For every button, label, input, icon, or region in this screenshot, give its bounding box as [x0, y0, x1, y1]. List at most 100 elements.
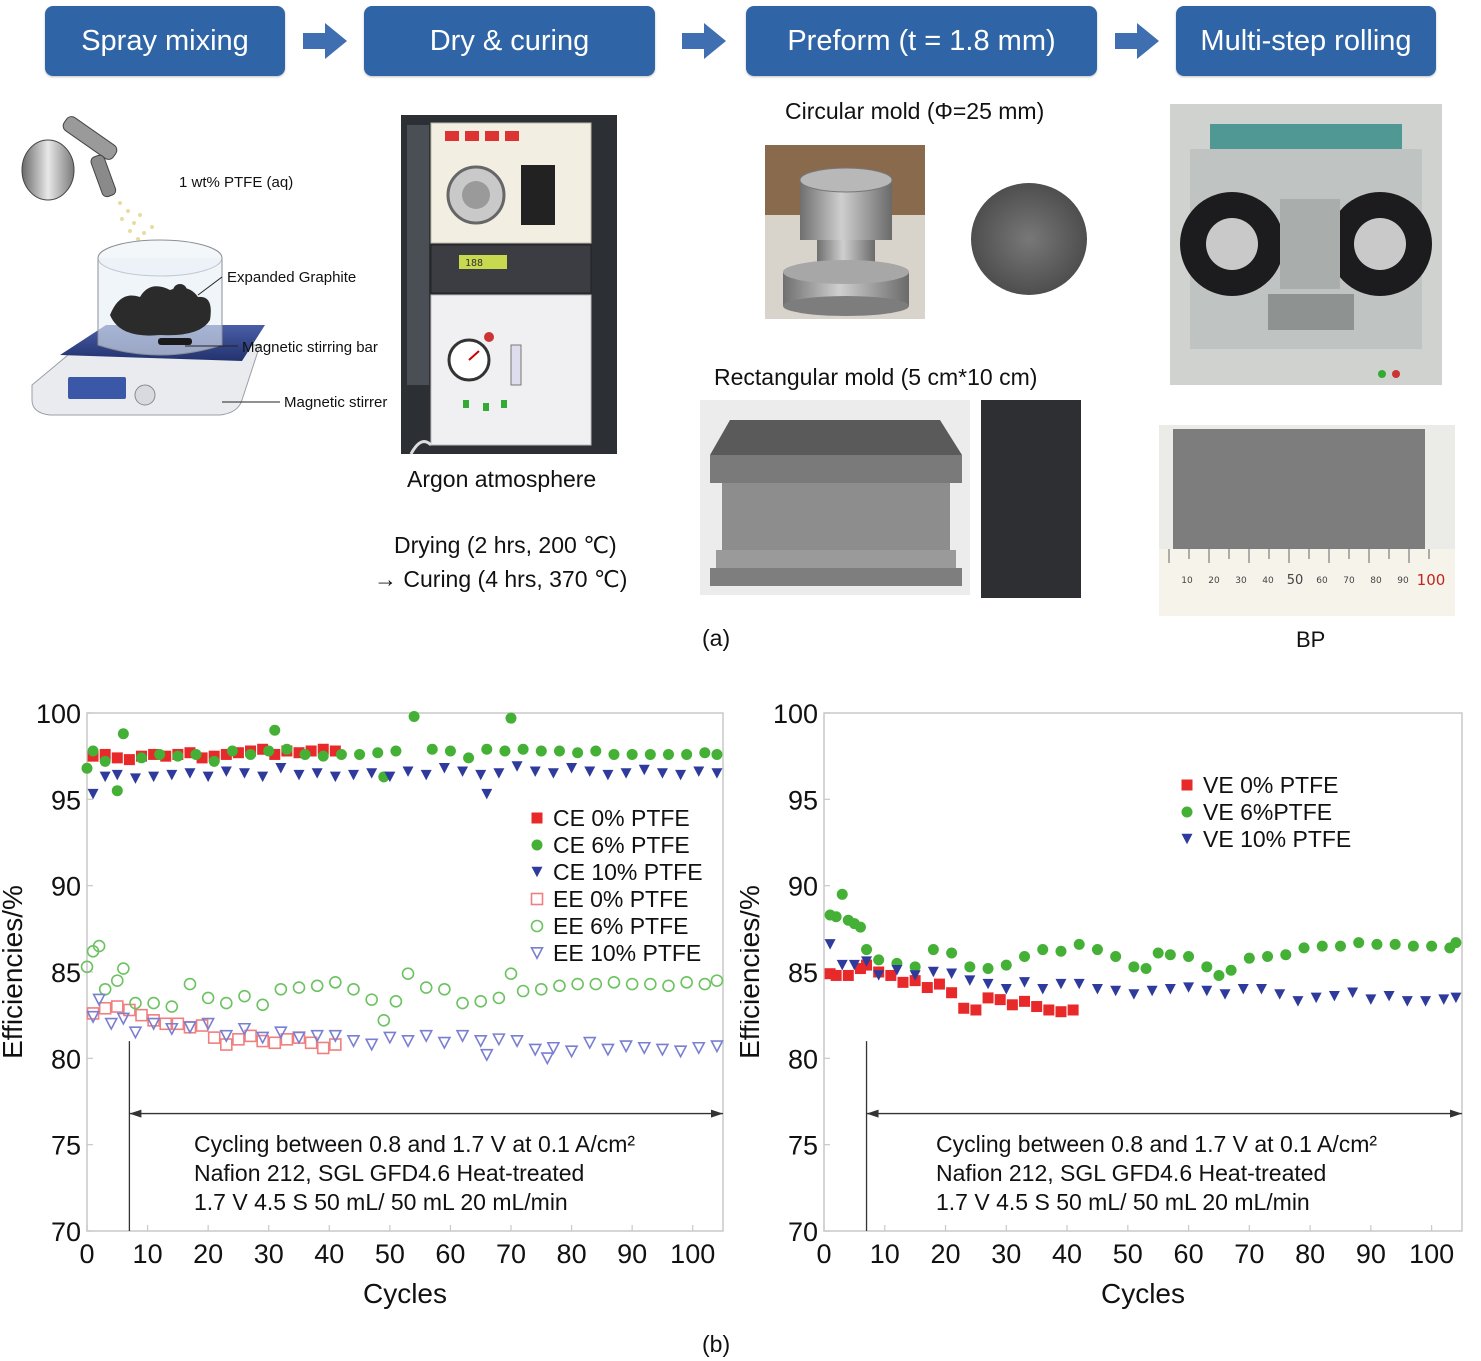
data-point [1000, 959, 1012, 971]
data-point [1152, 947, 1164, 959]
data-point [365, 993, 378, 1006]
data-point [885, 969, 897, 981]
data-point [256, 998, 269, 1012]
data-point [499, 745, 511, 757]
data-point [245, 748, 257, 760]
furnace-photo: 188 [401, 115, 617, 454]
argon-caption: Argon atmosphere [407, 466, 597, 492]
data-point [540, 1052, 555, 1066]
data-point [110, 974, 124, 987]
data-point [909, 961, 921, 973]
data-point [1450, 937, 1462, 949]
data-point [625, 977, 639, 991]
data-point [854, 963, 866, 975]
data-point [873, 954, 885, 966]
data-point [129, 996, 142, 1010]
ruler-label: 80 [1370, 576, 1382, 586]
legend-label: CE 10% PTFE [553, 859, 703, 885]
data-point [1438, 994, 1450, 1005]
data-point [681, 748, 693, 760]
data-point [147, 1014, 160, 1027]
legend-marker [530, 946, 544, 960]
curing-text: Curing (4 hrs, 370 ℃) [403, 566, 628, 592]
data-point [1164, 984, 1176, 995]
range-arrowhead-right-icon [1450, 1109, 1462, 1118]
annotation-text: Cycling between 0.8 and 1.7 V at 0.1 A/c… [194, 1131, 635, 1157]
plot-area [86, 712, 724, 1232]
circular-mold-label: Circular mold (Φ=25 mm) [785, 98, 1045, 124]
y-tick-label: 95 [788, 785, 818, 815]
data-point [402, 766, 414, 777]
data-point [184, 747, 196, 759]
x-tick-label: 60 [1174, 1239, 1204, 1269]
x-tick-label: 10 [870, 1239, 900, 1269]
data-point [1371, 938, 1383, 950]
data-point [237, 1022, 252, 1036]
data-point [255, 1031, 270, 1045]
data-point [510, 1035, 524, 1049]
data-point [226, 745, 238, 757]
data-point [680, 976, 693, 989]
data-point [232, 747, 244, 759]
x-axis-label: Cycles [1101, 1278, 1185, 1309]
data-point [564, 1045, 579, 1059]
data-point [553, 745, 565, 757]
data-point [964, 961, 976, 973]
legend-label: CE 0% PTFE [553, 805, 690, 831]
data-point [1000, 984, 1012, 995]
bipolar-plate-photo: 10 20 30 40 50 60 70 80 90 100 [1159, 425, 1455, 616]
data-point [662, 979, 675, 993]
ruler-label: 70 [1343, 576, 1355, 586]
ruler-label: 10 [1181, 576, 1193, 586]
data-point [1237, 984, 1249, 995]
data-point [620, 768, 632, 779]
data-point [293, 747, 305, 759]
data-point [111, 785, 123, 797]
data-point [698, 977, 712, 991]
data-point [263, 745, 275, 757]
data-point [99, 771, 111, 783]
data-point [166, 769, 178, 781]
data-point [328, 1029, 343, 1043]
data-point [1073, 938, 1085, 950]
data-point [534, 982, 548, 996]
data-point [207, 1031, 221, 1044]
ruler-label: 90 [1397, 576, 1409, 586]
y-tick-label: 80 [51, 1044, 81, 1074]
data-point [165, 1000, 179, 1013]
data-point [347, 982, 360, 996]
step-multi-step-rolling: Multi-step rolling [1176, 6, 1436, 76]
step-arrow-icon [1115, 23, 1159, 59]
data-point [136, 752, 148, 764]
panel-a-label: (a) [702, 625, 731, 651]
data-point [147, 996, 160, 1010]
data-point [419, 1029, 434, 1043]
legend-label: VE 10% PTFE [1203, 826, 1351, 852]
y-tick-label: 100 [773, 699, 818, 729]
range-arrowhead-right-icon [711, 1109, 723, 1118]
data-point [420, 769, 432, 781]
data-point [280, 1033, 294, 1046]
data-point [535, 745, 547, 757]
x-tick-label: 30 [254, 1239, 284, 1269]
data-point [190, 748, 202, 760]
data-point [238, 989, 251, 1003]
data-point [366, 768, 378, 779]
data-point [110, 1000, 124, 1013]
rectangular-mold-label: Rectangular mold (5 cm*10 cm) [714, 364, 1038, 390]
data-point [1183, 950, 1195, 962]
data-point [99, 755, 111, 767]
data-point [1128, 961, 1140, 973]
circular-mold-photo [765, 145, 925, 319]
x-tick-label: 0 [79, 1239, 94, 1269]
data-point [329, 976, 342, 989]
data-point [1420, 996, 1432, 1007]
data-point [444, 745, 456, 757]
data-point [104, 1017, 119, 1031]
data-point [824, 968, 836, 980]
data-point [377, 1014, 391, 1027]
data-point [172, 750, 184, 762]
data-point [293, 769, 305, 781]
data-point [927, 944, 939, 956]
spray-mixing-illustration [21, 116, 265, 416]
